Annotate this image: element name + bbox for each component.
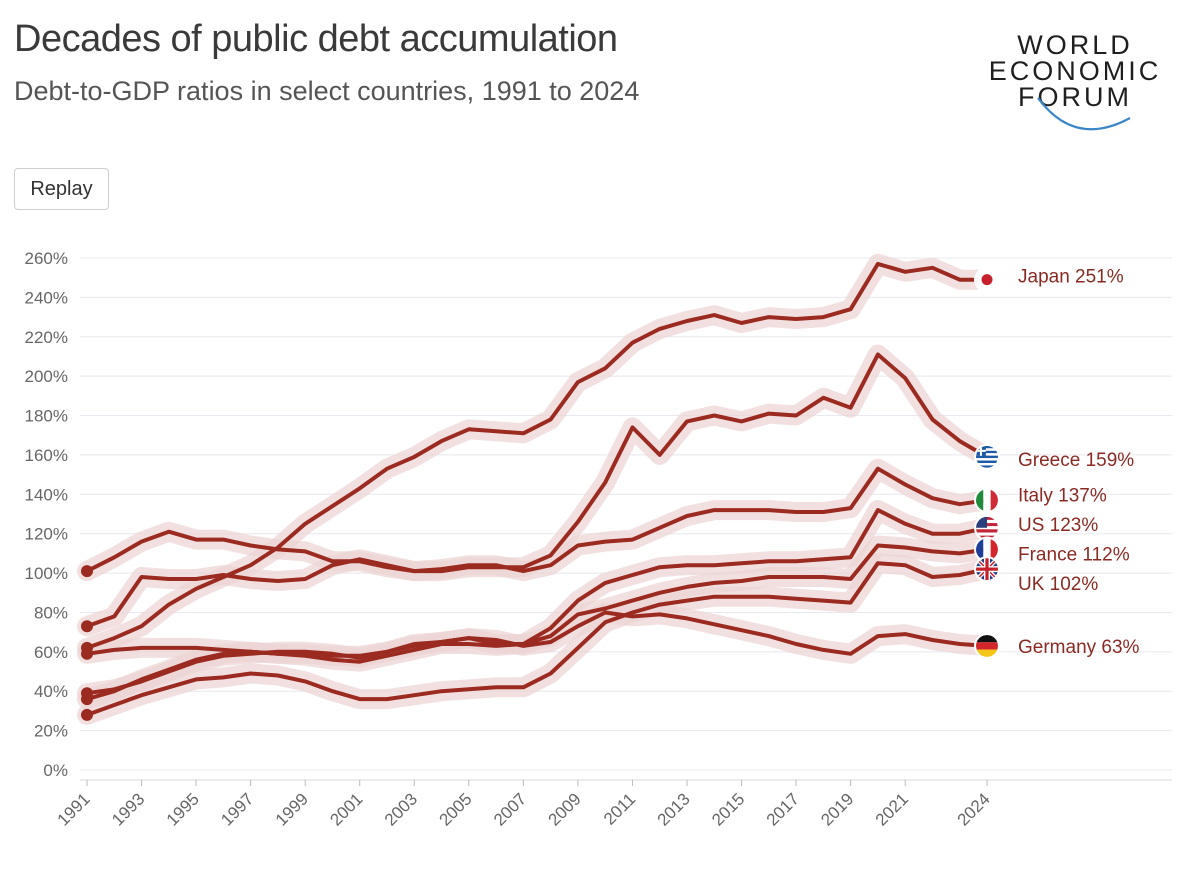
series-line-germany[interactable] bbox=[85, 610, 989, 696]
series-markers bbox=[81, 266, 1000, 721]
series-end-label: UK 102% bbox=[1018, 574, 1098, 595]
x-tick-label: 2021 bbox=[872, 789, 912, 829]
y-tick-label: 100% bbox=[25, 564, 68, 583]
logo-line-3: FORUM bbox=[1018, 82, 1132, 112]
series-start-point bbox=[81, 565, 93, 578]
series-start-point bbox=[81, 708, 93, 721]
y-axis: 0% 20% 40% 60% 80% 100% 120% 140% 160% 180% 200% 22… bbox=[25, 249, 68, 780]
logo-arc-icon bbox=[1037, 97, 1131, 131]
y-tick-label: 160% bbox=[25, 446, 68, 465]
series-start-point bbox=[81, 687, 93, 700]
x-tick-label: 2007 bbox=[490, 789, 530, 829]
series-end-label: Greece 159% bbox=[1018, 450, 1134, 471]
series-end-label: US 123% bbox=[1018, 515, 1098, 536]
series-labels: Japan 251% Greece 159% Italy 137% US 123% Fr… bbox=[1018, 267, 1140, 658]
series-end-label: Germany 63% bbox=[1018, 637, 1140, 658]
x-tick-label: 2013 bbox=[654, 789, 694, 829]
y-tick-label: 40% bbox=[34, 682, 68, 701]
x-tick-label: 2019 bbox=[817, 789, 857, 829]
series-line-italy[interactable] bbox=[85, 466, 989, 574]
series-line-uk[interactable] bbox=[85, 561, 989, 717]
y-tick-label: 60% bbox=[34, 643, 68, 662]
series-halos bbox=[77, 253, 997, 725]
chart-title: Decades of public debt accumulation bbox=[14, 18, 618, 60]
italy-flag-icon bbox=[974, 487, 1000, 514]
y-tick-label: 220% bbox=[25, 328, 68, 347]
series-end-label: Japan 251% bbox=[1018, 267, 1124, 288]
x-tick-label: 1991 bbox=[54, 789, 94, 829]
greece-flag-icon bbox=[974, 443, 1000, 470]
x-tick-label: 1995 bbox=[163, 789, 203, 829]
chart-subtitle: Debt-to-GDP ratios in select countries, … bbox=[14, 76, 640, 106]
series-end-label: France 112% bbox=[1018, 544, 1130, 565]
uk-flag-icon bbox=[974, 556, 1000, 583]
y-tick-label: 120% bbox=[25, 525, 68, 544]
x-tick-label: 2024 bbox=[954, 789, 994, 829]
line-chart: 0% 20% 40% 60% 80% 100% 120% 140% 160% 180% 200% 22… bbox=[25, 249, 1172, 830]
x-tick-label: 2005 bbox=[435, 789, 475, 829]
series-start-point bbox=[81, 647, 93, 660]
x-axis: 1991 1993 1995 1997 1999 2001 2003 2005 2007 2009… bbox=[54, 779, 1172, 830]
y-tick-label: 140% bbox=[25, 485, 68, 504]
y-tick-label: 180% bbox=[25, 407, 68, 426]
japan-flag-icon bbox=[974, 266, 1000, 293]
series-line-greece[interactable] bbox=[85, 352, 989, 629]
y-tick-label: 80% bbox=[34, 603, 68, 622]
series-line-japan[interactable] bbox=[85, 261, 989, 650]
x-tick-label: 2009 bbox=[545, 789, 585, 829]
series-end-label: Italy 137% bbox=[1018, 485, 1107, 506]
y-tick-label: 0% bbox=[43, 761, 68, 780]
x-tick-label: 2001 bbox=[326, 789, 366, 829]
logo-line-2: ECONOMIC bbox=[988, 56, 1162, 86]
x-tick-label: 1993 bbox=[108, 789, 148, 829]
replay-button[interactable]: Replay bbox=[14, 168, 109, 210]
x-tick-label: 2011 bbox=[600, 789, 639, 828]
grid-lines bbox=[80, 257, 1172, 771]
y-tick-label: 20% bbox=[34, 722, 68, 741]
series-start-point bbox=[81, 620, 93, 633]
y-tick-label: 200% bbox=[25, 367, 68, 386]
x-tick-label: 2015 bbox=[708, 789, 748, 829]
x-tick-label: 1999 bbox=[272, 789, 312, 829]
wef-logo: WORLD ECONOMIC FORUM bbox=[980, 28, 1170, 138]
x-tick-label: 2017 bbox=[763, 789, 803, 829]
y-tick-label: 260% bbox=[25, 249, 68, 268]
logo-line-1: WORLD bbox=[1017, 30, 1133, 60]
x-tick-label: 1997 bbox=[217, 789, 257, 829]
y-tick-label: 240% bbox=[25, 288, 68, 307]
germany-flag-icon bbox=[974, 632, 1000, 659]
series-lines bbox=[85, 261, 989, 717]
x-tick-label: 2003 bbox=[381, 789, 421, 829]
us-flag-icon bbox=[974, 514, 1000, 541]
